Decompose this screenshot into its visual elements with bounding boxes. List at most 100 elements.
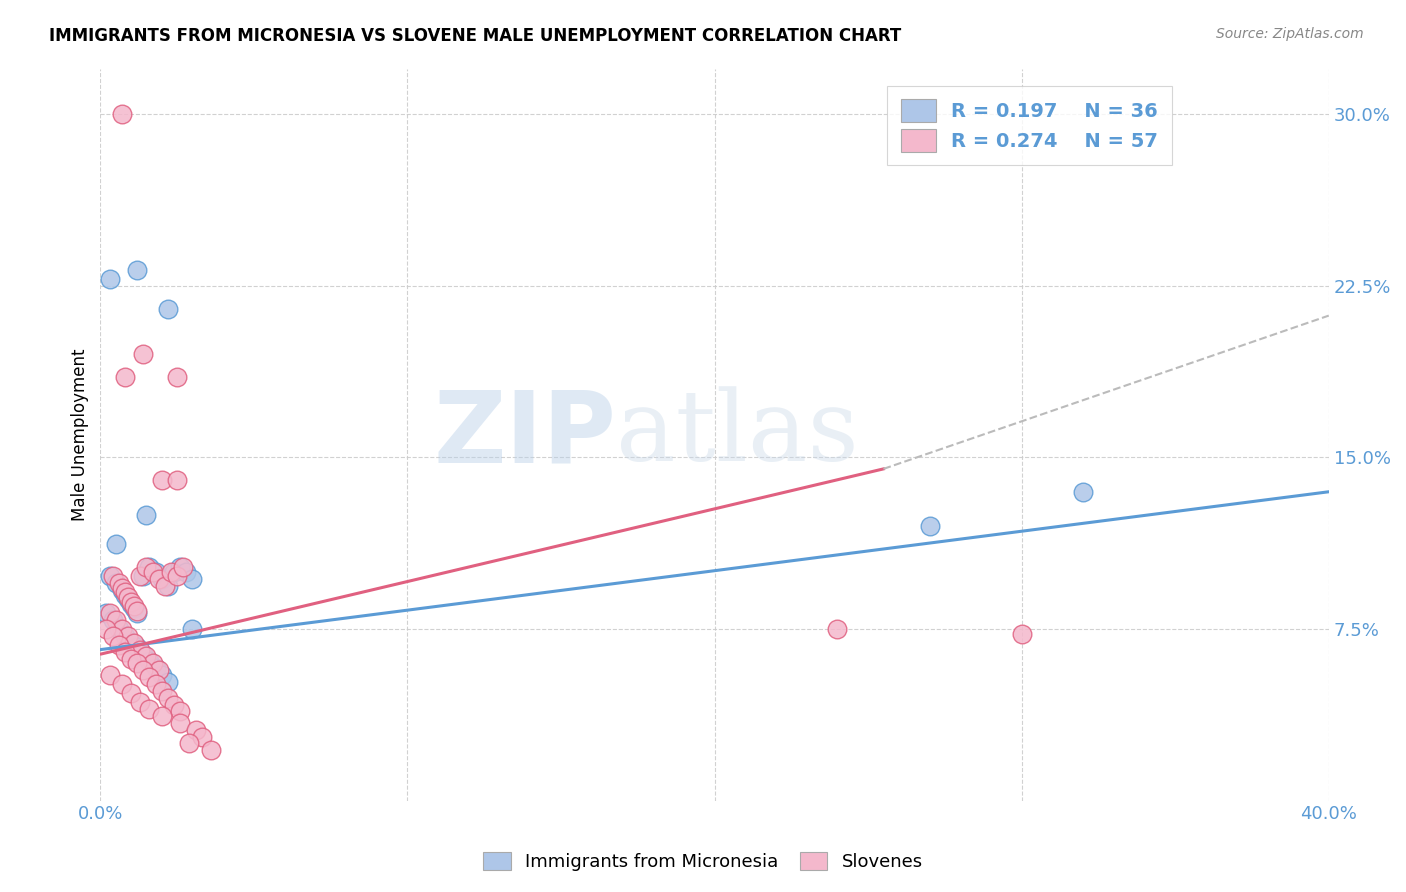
- Point: [127, 640, 149, 655]
- Point: [98, 569, 121, 583]
- Point: [166, 569, 188, 583]
- Point: [190, 730, 212, 744]
- Point: [150, 709, 173, 723]
- Point: [132, 569, 155, 583]
- Legend: Immigrants from Micronesia, Slovenes: Immigrants from Micronesia, Slovenes: [477, 845, 929, 879]
- Point: [132, 663, 155, 677]
- Point: [111, 622, 134, 636]
- Point: [117, 590, 139, 604]
- Point: [129, 695, 152, 709]
- Y-axis label: Male Unemployment: Male Unemployment: [72, 348, 89, 521]
- Point: [132, 347, 155, 361]
- Point: [918, 519, 941, 533]
- Point: [96, 622, 118, 636]
- Point: [145, 677, 167, 691]
- Point: [827, 622, 849, 636]
- Point: [104, 613, 127, 627]
- Point: [1071, 484, 1094, 499]
- Point: [156, 690, 179, 705]
- Point: [107, 576, 129, 591]
- Point: [172, 560, 194, 574]
- Point: [98, 667, 121, 681]
- Point: [127, 657, 149, 671]
- Point: [117, 629, 139, 643]
- Point: [122, 599, 145, 614]
- Text: atlas: atlas: [616, 386, 859, 483]
- Point: [107, 622, 129, 636]
- Point: [117, 592, 139, 607]
- Point: [104, 576, 127, 591]
- Text: IMMIGRANTS FROM MICRONESIA VS SLOVENE MALE UNEMPLOYMENT CORRELATION CHART: IMMIGRANTS FROM MICRONESIA VS SLOVENE MA…: [49, 27, 901, 45]
- Point: [114, 585, 136, 599]
- Point: [138, 654, 160, 668]
- Point: [179, 736, 201, 750]
- Point: [169, 705, 191, 719]
- Point: [169, 715, 191, 730]
- Point: [132, 647, 155, 661]
- Point: [111, 107, 134, 121]
- Point: [96, 606, 118, 620]
- Point: [98, 606, 121, 620]
- Point: [153, 578, 176, 592]
- Legend: R = 0.197    N = 36, R = 0.274    N = 57: R = 0.197 N = 36, R = 0.274 N = 57: [887, 86, 1171, 166]
- Point: [114, 629, 136, 643]
- Point: [122, 636, 145, 650]
- Point: [120, 686, 142, 700]
- Point: [98, 272, 121, 286]
- Point: [129, 569, 152, 583]
- Point: [156, 301, 179, 316]
- Point: [120, 636, 142, 650]
- Point: [111, 677, 134, 691]
- Point: [150, 683, 173, 698]
- Point: [135, 560, 157, 574]
- Point: [101, 569, 124, 583]
- Point: [101, 629, 124, 643]
- Point: [166, 370, 188, 384]
- Point: [148, 663, 170, 677]
- Point: [114, 588, 136, 602]
- Point: [127, 606, 149, 620]
- Point: [138, 670, 160, 684]
- Point: [148, 572, 170, 586]
- Point: [135, 508, 157, 522]
- Point: [156, 578, 179, 592]
- Point: [120, 652, 142, 666]
- Point: [135, 649, 157, 664]
- Point: [127, 604, 149, 618]
- Point: [200, 743, 222, 757]
- Point: [145, 565, 167, 579]
- Point: [181, 622, 204, 636]
- Point: [120, 594, 142, 608]
- Point: [107, 638, 129, 652]
- Point: [169, 560, 191, 574]
- Point: [114, 370, 136, 384]
- Text: ZIP: ZIP: [433, 386, 616, 483]
- Point: [111, 581, 134, 595]
- Point: [129, 642, 152, 657]
- Point: [160, 565, 183, 579]
- Point: [176, 565, 198, 579]
- Point: [138, 702, 160, 716]
- Point: [122, 601, 145, 615]
- Point: [156, 674, 179, 689]
- Text: Source: ZipAtlas.com: Source: ZipAtlas.com: [1216, 27, 1364, 41]
- Point: [111, 583, 134, 598]
- Point: [1011, 626, 1033, 640]
- Point: [150, 473, 173, 487]
- Point: [114, 645, 136, 659]
- Point: [150, 572, 173, 586]
- Point: [184, 723, 207, 737]
- Point: [104, 537, 127, 551]
- Point: [163, 698, 186, 712]
- Point: [142, 565, 165, 579]
- Point: [181, 572, 204, 586]
- Point: [166, 473, 188, 487]
- Point: [120, 597, 142, 611]
- Point: [138, 560, 160, 574]
- Point: [150, 667, 173, 681]
- Point: [142, 657, 165, 671]
- Point: [101, 613, 124, 627]
- Point: [127, 263, 149, 277]
- Point: [145, 661, 167, 675]
- Point: [163, 565, 186, 579]
